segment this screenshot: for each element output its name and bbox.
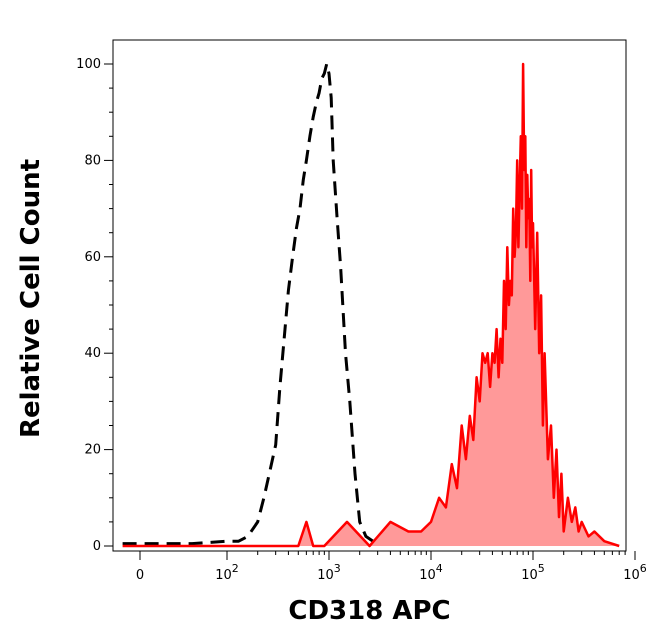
- x-tick-label: 102: [215, 562, 239, 583]
- x-tick-label: 104: [419, 562, 443, 583]
- series-layer: [122, 62, 620, 548]
- x-axis-title: CD318 APC: [288, 596, 450, 626]
- plot-frame: [112, 39, 627, 552]
- y-axis-title: Relative Cell Count: [16, 159, 46, 438]
- series-1-line: [122, 62, 620, 548]
- y-tick-label: 0: [93, 539, 101, 554]
- x-tick-label: 103: [317, 562, 341, 583]
- y-tick-label: 80: [84, 153, 101, 168]
- series-1-fill: [122, 64, 620, 546]
- axis-layer: 0 20 40 60 80 100 0 102 103 104 105 106: [76, 57, 646, 583]
- y-tick-label: 100: [76, 57, 101, 72]
- x-tick-label: 106: [623, 562, 646, 583]
- x-tick-label: 0: [136, 568, 144, 583]
- series-0-line: [122, 62, 431, 546]
- x-tick-label: 105: [521, 562, 545, 583]
- y-tick-label: 40: [84, 346, 101, 361]
- y-tick-label: 20: [84, 443, 101, 458]
- y-tick-label: 60: [84, 250, 101, 265]
